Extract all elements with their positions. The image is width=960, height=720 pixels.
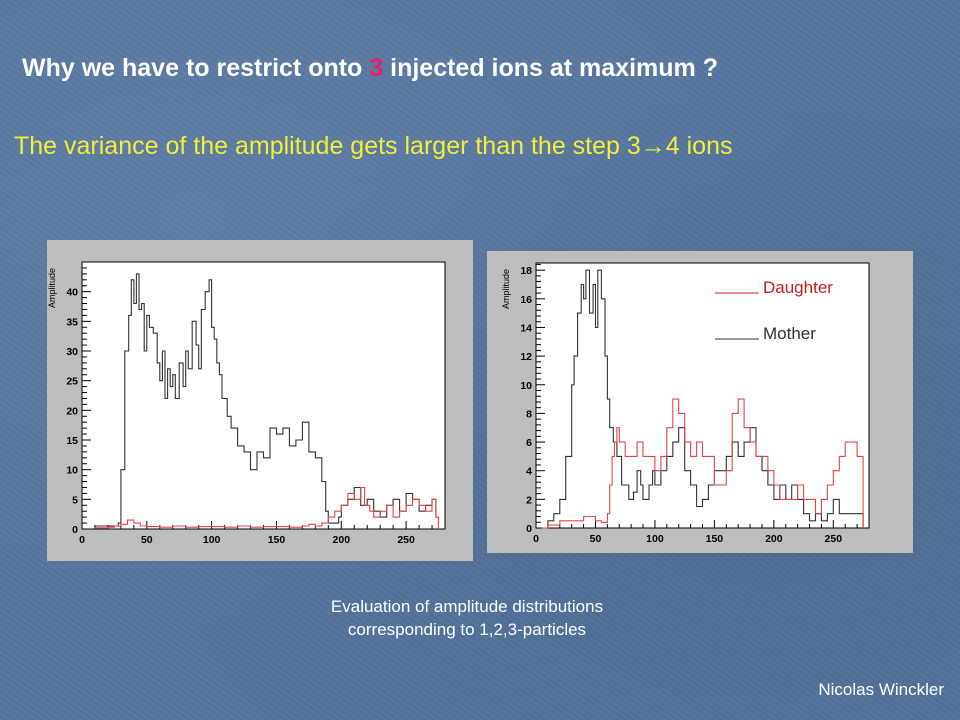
x-tick-label: 250	[825, 533, 843, 545]
y-tick-label: 15	[66, 435, 78, 447]
figure-caption-line2: corresponding to 1,2,3-particles	[347, 620, 587, 639]
mother-series-line	[95, 273, 440, 529]
histogram-panel-left: 0 50 100 150 200 250 0 5 10 15 20 25 30 35 40 Amplitude	[47, 240, 473, 561]
figure-caption-line1: Evaluation of amplitude distributions	[330, 597, 604, 616]
y-tick-label: 10	[520, 380, 532, 392]
slide-title-before: Why we have to restrict onto	[22, 54, 370, 82]
y-tick-label: 30	[66, 346, 78, 358]
author-name: Nicolas Winckler	[818, 680, 944, 699]
y-tick-label: 40	[66, 287, 78, 299]
x-tick-label: 200	[765, 533, 783, 545]
plot-frame	[81, 261, 446, 530]
x-tick-label: 150	[268, 534, 286, 546]
x-tick-label: 50	[590, 533, 602, 545]
slide-subtitle: The variance of the amplitude gets large…	[14, 132, 733, 160]
slide-title-accent: 3	[369, 54, 384, 82]
y-tick-label: 18	[520, 265, 532, 277]
plot-frame	[535, 262, 870, 529]
x-tick-label: 100	[646, 533, 664, 545]
histogram-right: 0 50 100 150 200 250 0 2 4 6 8 10 12 14 16 18 Amplitude D…	[501, 262, 870, 545]
x-tick-label: 50	[141, 534, 153, 546]
x-tick-label: 150	[706, 533, 724, 545]
x-tick-label: 0	[533, 533, 539, 545]
y-tick-label: 5	[72, 494, 78, 506]
y-tick-label: 20	[66, 405, 78, 417]
y-axis-title: Amplitude	[501, 269, 511, 309]
legend-label-daughter: Daughter	[763, 278, 833, 297]
daughter-series-line	[541, 398, 864, 529]
y-tick-label: 8	[526, 408, 532, 420]
y-tick-label: 10	[66, 465, 78, 477]
x-tick-label: 200	[333, 534, 351, 546]
slide-title: Why we have to restrict onto 3 injected …	[22, 54, 718, 83]
y-tick-label: 25	[66, 376, 78, 388]
y-tick-label: 16	[520, 294, 532, 306]
y-tick-label: 2	[526, 494, 532, 506]
x-tick-label: 0	[79, 534, 85, 546]
y-tick-label: 35	[66, 316, 78, 328]
slide-title-after: injected ions at maximum ?	[383, 54, 718, 82]
y-tick-label: 12	[520, 351, 532, 363]
y-tick-label: 6	[526, 437, 532, 449]
figure-caption: Evaluation of amplitude distributions co…	[0, 595, 934, 641]
legend-label-mother: Mother	[763, 324, 816, 343]
histogram-panel-right: 0 50 100 150 200 250 0 2 4 6 8 10 12 14 16 18 Amplitude D…	[487, 251, 913, 553]
y-tick-label: 14	[520, 322, 532, 334]
histogram-left: 0 50 100 150 200 250 0 5 10 15 20 25 30 35 40 Amplitude	[47, 261, 446, 546]
daughter-series-line	[95, 486, 440, 529]
y-tick-label: 4	[526, 466, 532, 478]
y-tick-label: 0	[72, 524, 78, 536]
y-tick-label: 0	[526, 523, 532, 535]
x-tick-label: 250	[397, 534, 415, 546]
x-tick-label: 100	[203, 534, 221, 546]
y-axis-title: Amplitude	[47, 268, 57, 308]
